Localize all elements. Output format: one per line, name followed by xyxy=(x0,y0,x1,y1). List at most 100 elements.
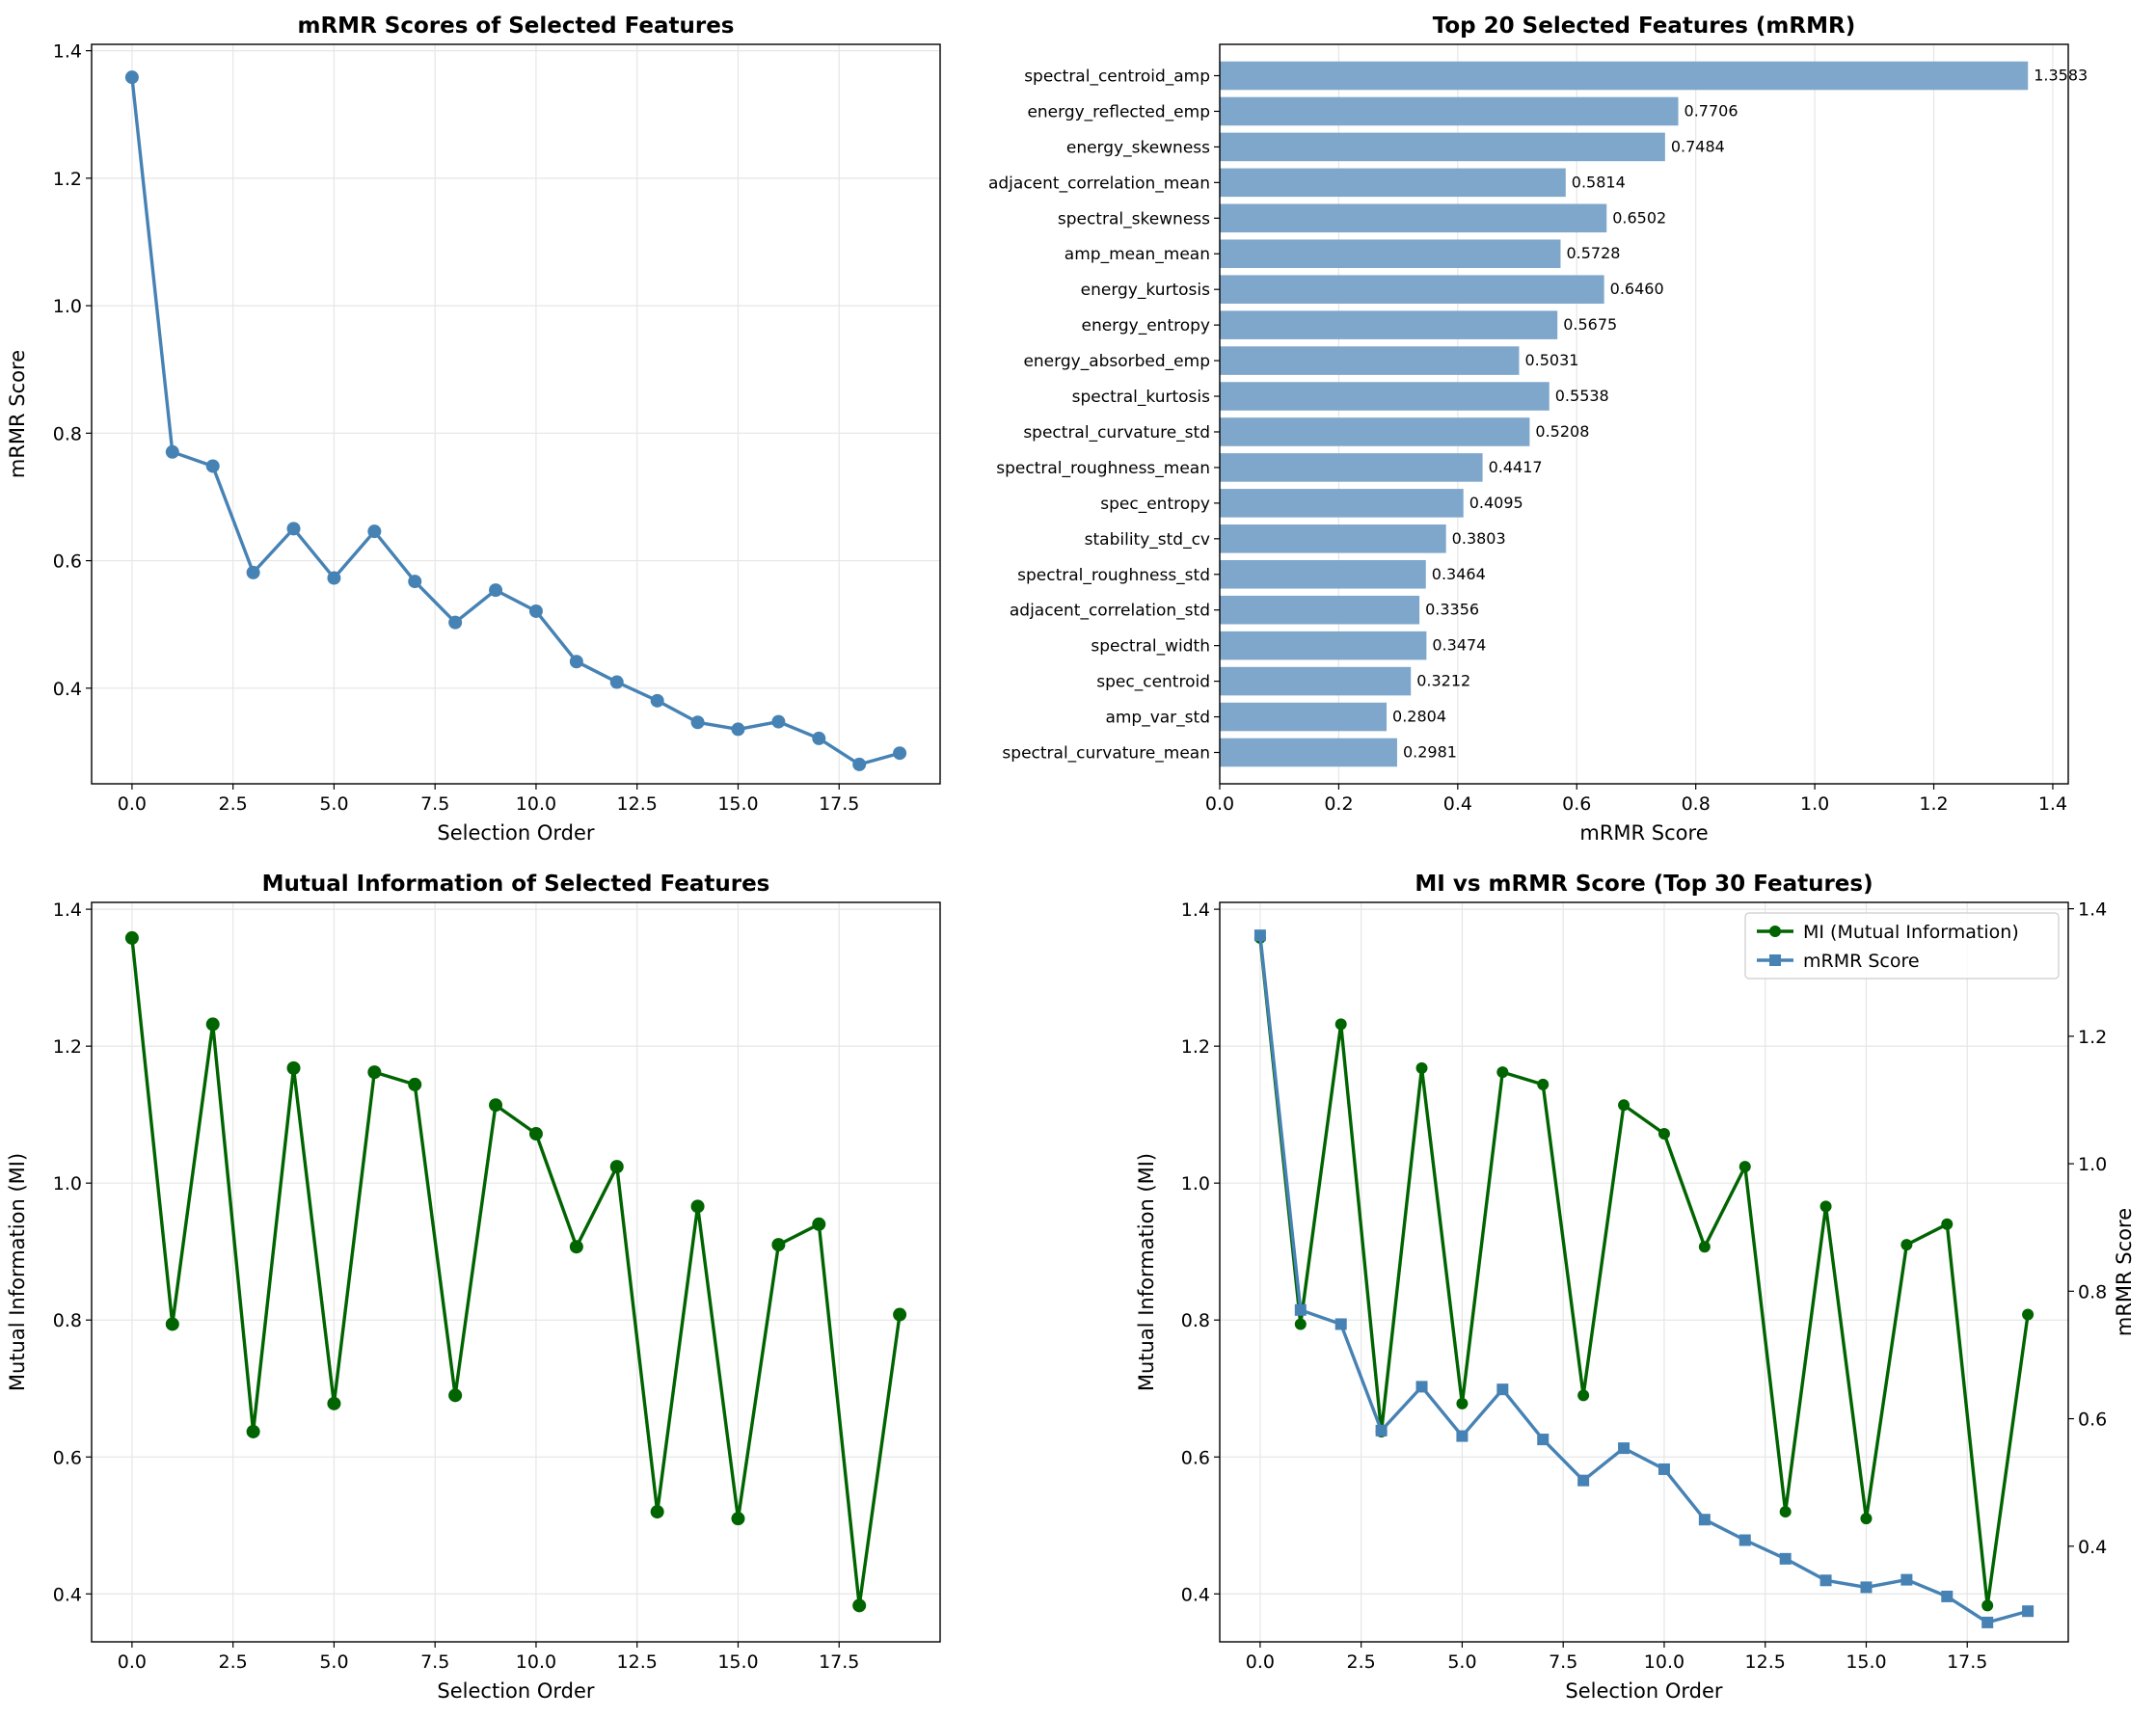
data-point xyxy=(1860,1581,1873,1594)
data-point xyxy=(609,1160,624,1174)
data-point xyxy=(1981,1616,1994,1628)
x-axis-4: 0.0 2.5 5.0 7.5 10.0 12.5 15.0 17.5 Selection Or… xyxy=(1246,902,1987,1703)
bar xyxy=(1220,738,1397,767)
data-point xyxy=(367,1065,382,1080)
bar-value-label: 0.5675 xyxy=(1563,315,1617,334)
bar-value-label: 0.7484 xyxy=(1671,137,1725,155)
x-tick-label: 0.4 xyxy=(1443,793,1472,815)
category-label: adjacent_correlation_std xyxy=(1010,602,1210,621)
x-tick-label: 0.0 xyxy=(1246,1651,1275,1673)
y-tick-label: 0.4 xyxy=(53,679,82,700)
bar xyxy=(1220,239,1561,269)
y-tick-label: 1.4 xyxy=(1181,899,1210,921)
data-point xyxy=(246,1424,260,1438)
data-point xyxy=(1698,1241,1711,1253)
y-tick-label: 0.6 xyxy=(53,1447,82,1468)
data-point xyxy=(448,1388,463,1403)
bar-value-label: 0.7706 xyxy=(1684,101,1738,120)
x-tick-label: 15.0 xyxy=(717,793,758,815)
chart-title-1: mRMR Scores of Selected Features xyxy=(298,13,735,39)
y-tick-label: 1.0 xyxy=(53,1173,82,1195)
data-point xyxy=(1456,1397,1469,1409)
x-tick-label: 0.6 xyxy=(1562,793,1591,815)
x-tick-label: 17.5 xyxy=(819,793,859,815)
series-4-mi xyxy=(1253,931,2035,1612)
category-label: spectral_curvature_mean xyxy=(1002,743,1210,763)
data-point xyxy=(1294,1318,1307,1330)
y-tick-label: 0.4 xyxy=(53,1584,82,1605)
data-point xyxy=(852,1598,867,1613)
y-axis-label-4-right: mRMR Score xyxy=(2113,1208,2136,1336)
category-label: amp_mean_mean xyxy=(1065,245,1210,264)
x-tick-label: 1.4 xyxy=(2038,793,2067,815)
y-right-tick-label: 0.4 xyxy=(2078,1537,2107,1558)
data-point xyxy=(731,722,745,737)
bar-value-label: 0.2981 xyxy=(1403,742,1457,761)
data-point xyxy=(1618,1442,1630,1455)
x-tick-label: 2.5 xyxy=(219,1651,248,1673)
data-point xyxy=(1779,1552,1792,1565)
data-point xyxy=(1456,1430,1469,1442)
x-tick-label: 17.5 xyxy=(1947,1651,1987,1673)
category-label: spectral_curvature_std xyxy=(1023,423,1210,443)
x-axis-label: Selection Order xyxy=(1565,1679,1722,1703)
data-point xyxy=(569,655,583,669)
y-tick-label: 0.8 xyxy=(53,1310,82,1331)
y-tick-label: 1.0 xyxy=(1181,1173,1210,1195)
data-point xyxy=(1657,1463,1670,1475)
data-point xyxy=(812,1217,826,1231)
data-point xyxy=(1941,1218,1954,1230)
bar xyxy=(1220,489,1464,518)
category-label: spectral_centroid_amp xyxy=(1024,67,1210,87)
bar-value-label: 0.6460 xyxy=(1610,280,1664,298)
y-right-tick-label: 0.6 xyxy=(2078,1409,2107,1431)
x-tick-label: 10.0 xyxy=(516,1651,556,1673)
category-label: adjacent_correlation_mean xyxy=(988,174,1210,193)
bars: spectral_centroid_amp 1.3583 energy_reflec… xyxy=(988,61,2088,767)
data-point xyxy=(569,1240,583,1254)
bar xyxy=(1220,524,1446,553)
bar-value-label: 0.3474 xyxy=(1432,636,1486,655)
data-point xyxy=(205,459,220,473)
y-tick-label: 1.4 xyxy=(53,899,82,921)
data-point xyxy=(812,731,826,745)
data-point xyxy=(1496,1383,1509,1396)
x-tick-label: 5.0 xyxy=(319,793,348,815)
data-point xyxy=(1294,1303,1307,1316)
bar-value-label: 0.5814 xyxy=(1572,173,1626,191)
legend: MI (Mutual Information) mRMR Score xyxy=(1744,912,2060,980)
series-line xyxy=(1258,937,2030,1608)
category-label: energy_absorbed_emp xyxy=(1023,352,1210,371)
x-tick-label: 2.5 xyxy=(219,793,248,815)
series-line xyxy=(1258,935,2029,1624)
x-tick-label: 1.2 xyxy=(1919,793,1948,815)
data-point xyxy=(609,675,624,689)
y-tick-label: 0.6 xyxy=(1181,1447,1210,1468)
data-point xyxy=(165,1317,179,1331)
bar-value-label: 0.6502 xyxy=(1612,208,1666,227)
x-tick-label: 10.0 xyxy=(516,793,556,815)
category-label: amp_var_std xyxy=(1105,709,1210,728)
data-point xyxy=(1375,1424,1388,1436)
data-point xyxy=(771,1238,786,1252)
data-point xyxy=(1819,1200,1832,1213)
y-axis-label-3: Mutual Information (MI) xyxy=(6,1153,29,1391)
x-tick-label: 12.5 xyxy=(617,793,658,815)
data-point xyxy=(1537,1434,1550,1446)
category-label: energy_reflected_emp xyxy=(1027,102,1210,121)
category-label: energy_kurtosis xyxy=(1081,281,1210,300)
data-point xyxy=(1698,1514,1711,1526)
y-right-tick-label: 1.4 xyxy=(2078,899,2107,921)
bar-value-label: 0.3803 xyxy=(1452,529,1506,548)
y-tick-label: 1.2 xyxy=(53,1036,82,1058)
bar-value-label: 0.3212 xyxy=(1416,672,1470,690)
data-point xyxy=(893,1307,907,1322)
data-point xyxy=(1334,1018,1347,1031)
legend-marker xyxy=(1769,954,1781,966)
data-point xyxy=(893,746,907,761)
series-4-mrmr xyxy=(1253,929,2035,1628)
data-point xyxy=(327,1396,341,1410)
series-line xyxy=(130,77,901,766)
axes-frame-1 xyxy=(91,43,941,785)
